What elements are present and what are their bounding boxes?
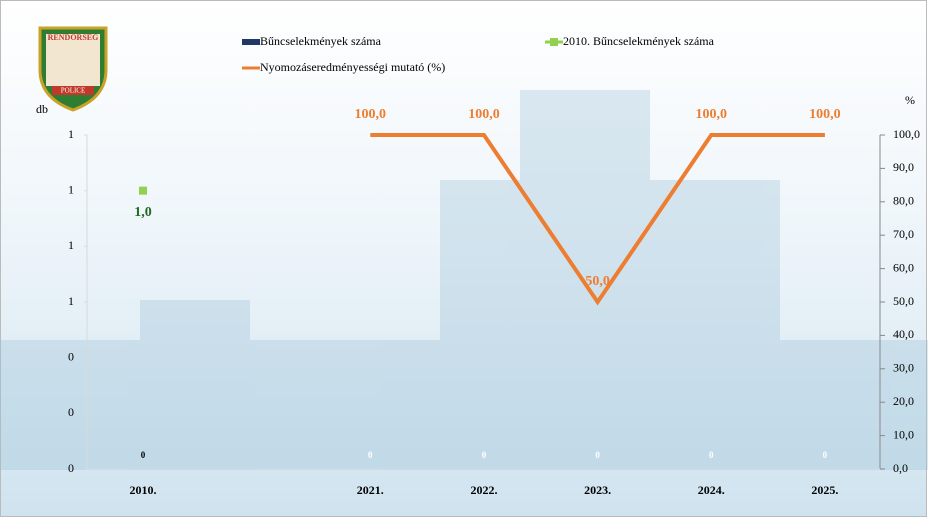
y-axis-title: db bbox=[36, 102, 48, 116]
data-label: 0 bbox=[709, 450, 714, 460]
legend-label: Nyomozáseredményességi mutató (%) bbox=[260, 60, 445, 74]
chart: RENDŐRSÉG POLICE db % 00011110,010,020,0… bbox=[0, 0, 928, 518]
y2-tick-label: 60,0 bbox=[893, 260, 914, 274]
y2-tick-label: 10,0 bbox=[893, 427, 914, 441]
x-tick-label: 2022. bbox=[470, 483, 497, 497]
y2-tick-label: 30,0 bbox=[893, 361, 914, 375]
data-label: 0 bbox=[482, 450, 487, 460]
y-tick-label: 1 bbox=[68, 294, 74, 308]
logo-text: POLICE bbox=[61, 87, 86, 95]
y2-tick-label: 0,0 bbox=[893, 461, 908, 475]
y2-tick-label: 80,0 bbox=[893, 194, 914, 208]
y-tick-label: 0 bbox=[68, 405, 74, 419]
data-label: 100,0 bbox=[355, 107, 387, 122]
y2-tick-label: 90,0 bbox=[893, 160, 914, 174]
data-label: 0 bbox=[595, 450, 600, 460]
data-label: 0 bbox=[368, 450, 373, 460]
y2-tick-label: 20,0 bbox=[893, 394, 914, 408]
y2-tick-label: 40,0 bbox=[893, 327, 914, 341]
data-label: 0 bbox=[823, 450, 828, 460]
legend-label: 2010. Bűncselekmények száma bbox=[563, 34, 715, 48]
y-tick-label: 0 bbox=[68, 349, 74, 363]
y2-tick-label: 100,0 bbox=[893, 127, 920, 141]
y2-tick-label: 50,0 bbox=[893, 294, 914, 308]
data-label: 100,0 bbox=[468, 107, 500, 122]
y-tick-label: 1 bbox=[68, 182, 74, 196]
data-label: 100,0 bbox=[809, 107, 841, 122]
x-tick-label: 2010. bbox=[130, 483, 157, 497]
data-label: 0 bbox=[141, 450, 146, 460]
x-tick-label: 2025. bbox=[811, 483, 838, 497]
y-tick-label: 0 bbox=[68, 461, 74, 475]
legend-swatch bbox=[550, 38, 558, 46]
y-tick-label: 1 bbox=[68, 127, 74, 141]
x-tick-label: 2023. bbox=[584, 483, 611, 497]
logo: RENDŐRSÉG POLICE bbox=[40, 28, 106, 110]
y2-axis-title: % bbox=[905, 93, 915, 107]
data-label: 1,0 bbox=[134, 205, 152, 220]
data-label: 50,0 bbox=[585, 274, 610, 289]
y-tick-label: 1 bbox=[68, 238, 74, 252]
marker bbox=[139, 187, 147, 195]
y2-tick-label: 70,0 bbox=[893, 227, 914, 241]
legend-swatch bbox=[242, 39, 260, 45]
legend-label: Bűncselekmények száma bbox=[260, 34, 382, 48]
x-tick-label: 2024. bbox=[698, 483, 725, 497]
x-tick-label: 2021. bbox=[357, 483, 384, 497]
page: {"chart_data": { "type": "combo", "badge… bbox=[0, 0, 928, 518]
logo-text: RENDŐRSÉG bbox=[48, 32, 99, 42]
data-label: 100,0 bbox=[696, 107, 728, 122]
